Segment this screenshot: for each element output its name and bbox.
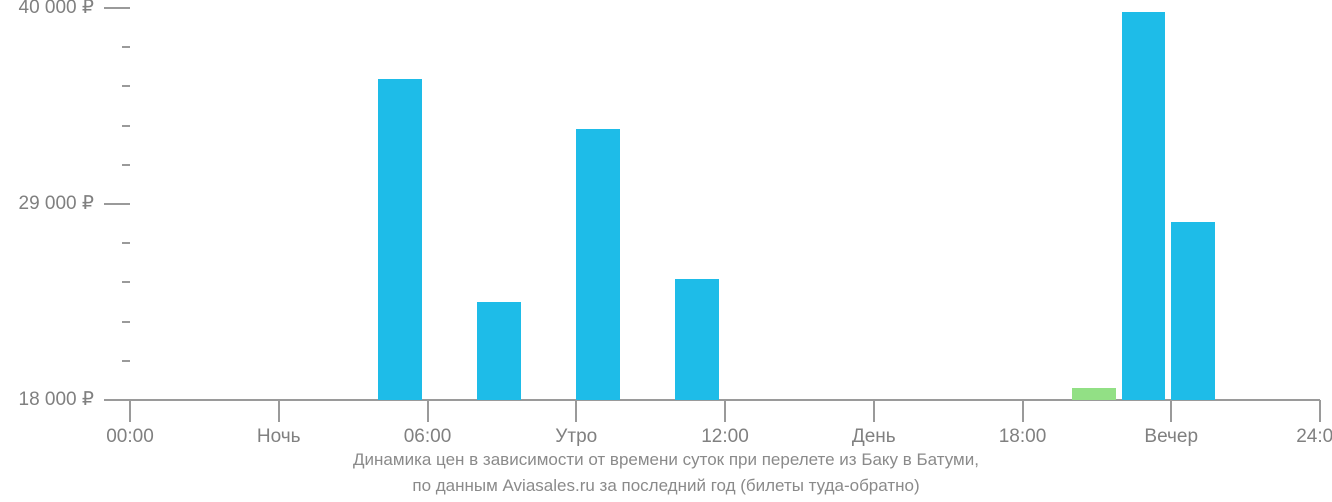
y-minor-dash <box>122 164 130 166</box>
y-tick-label: 40 000 ₽ <box>0 0 94 19</box>
price-bar <box>477 302 521 400</box>
y-tick-mark <box>104 399 130 401</box>
price-bar <box>1072 388 1116 400</box>
x-tick-label: 18:00 <box>999 426 1047 448</box>
x-tick-label: День <box>852 426 896 448</box>
price-bar <box>378 79 422 400</box>
x-tick-label: 24:00 <box>1296 426 1332 448</box>
y-tick-mark <box>104 203 130 205</box>
y-tick-label: 18 000 ₽ <box>0 388 94 411</box>
price-by-hour-chart: 18 000 ₽ 29 000 ₽ 40 000 ₽ 00:00 Ночь 06:00 Ут… <box>0 0 1332 502</box>
y-minor-dash <box>122 242 130 244</box>
x-tick-mark <box>1170 400 1172 422</box>
x-tick-mark <box>129 400 131 422</box>
plot-area: 18 000 ₽29 000 ₽40 000 ₽00:00Ночь06:00Ут… <box>130 8 1320 400</box>
x-tick-mark <box>1319 400 1321 422</box>
price-bar <box>576 129 620 400</box>
price-bar <box>675 279 719 400</box>
caption-line-2: по данным Aviasales.ru за последний год … <box>0 476 1332 496</box>
y-tick-label: 29 000 ₽ <box>0 192 94 215</box>
price-bar <box>1171 222 1215 400</box>
y-tick-mark <box>104 7 130 9</box>
x-tick-mark <box>1022 400 1024 422</box>
x-tick-mark <box>724 400 726 422</box>
caption-line-1: Динамика цен в зависимости от времени су… <box>0 450 1332 470</box>
x-tick-mark <box>575 400 577 422</box>
x-tick-label: Вечер <box>1144 426 1198 448</box>
x-tick-label: 00:00 <box>106 426 154 448</box>
x-tick-mark <box>427 400 429 422</box>
y-minor-dash <box>122 125 130 127</box>
x-tick-label: Утро <box>555 426 597 448</box>
x-tick-label: Ночь <box>257 426 301 448</box>
price-bar <box>1122 12 1166 400</box>
y-minor-dash <box>122 321 130 323</box>
y-minor-dash <box>122 85 130 87</box>
x-tick-label: 06:00 <box>404 426 452 448</box>
x-tick-label: 12:00 <box>701 426 749 448</box>
x-tick-mark <box>873 400 875 422</box>
y-minor-dash <box>122 281 130 283</box>
y-minor-dash <box>122 360 130 362</box>
y-minor-dash <box>122 46 130 48</box>
x-tick-mark <box>278 400 280 422</box>
